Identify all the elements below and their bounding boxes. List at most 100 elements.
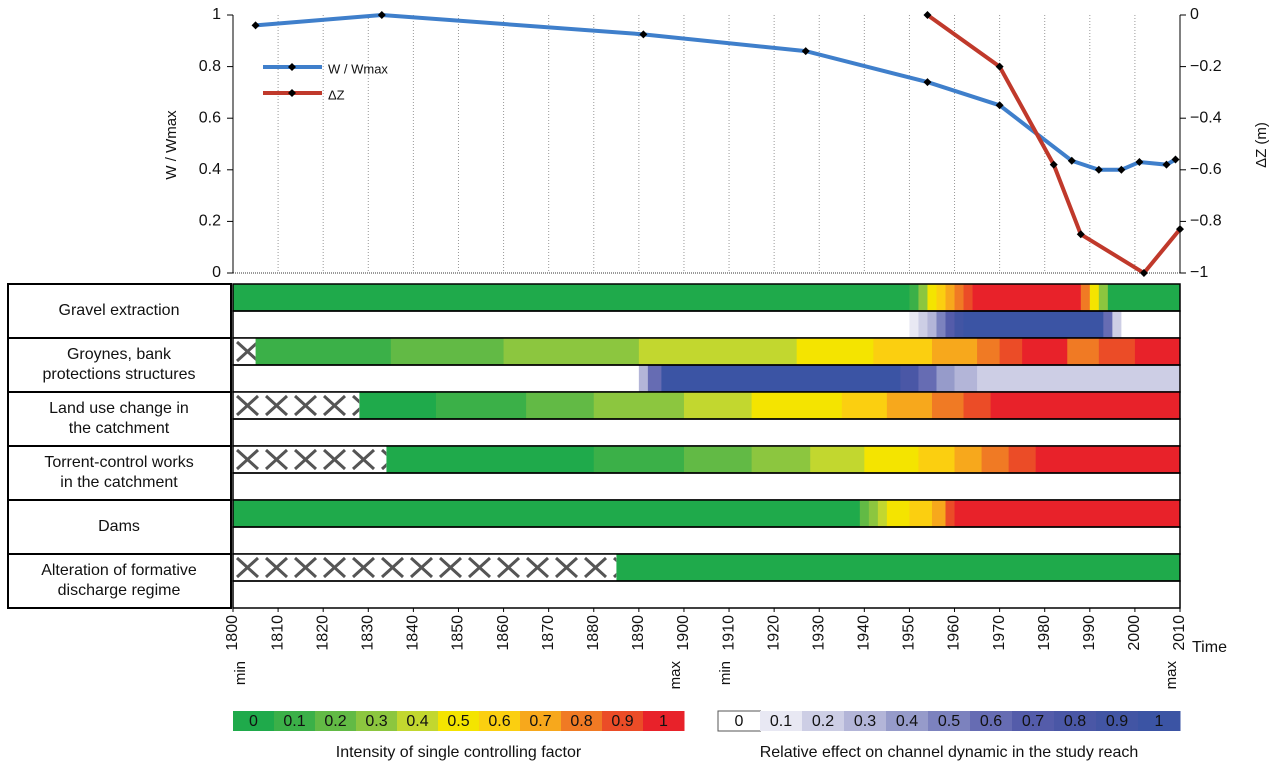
factor-label: Torrent-control works — [44, 454, 193, 471]
strip-segment — [751, 392, 843, 419]
legend-label: ΔZ — [328, 87, 345, 102]
scale-label: 0.8 — [1064, 713, 1086, 730]
strip-segment — [877, 500, 888, 527]
data-point — [1162, 160, 1171, 169]
strip-segment — [233, 419, 1181, 446]
scale-cell — [1054, 711, 1097, 731]
strip-segment — [864, 446, 919, 473]
strip-segment — [931, 338, 978, 365]
scale-label: 0.6 — [980, 713, 1002, 730]
data-point — [1094, 165, 1103, 174]
scale-cell — [233, 711, 275, 731]
strip-segment — [1035, 446, 1181, 473]
scale-cell — [520, 711, 562, 731]
data-point — [251, 21, 260, 30]
strip-frame — [232, 580, 1181, 609]
strip-segment — [593, 392, 685, 419]
x-tick-label: 1990 — [1081, 615, 1098, 651]
x-tick-label: 1900 — [675, 615, 692, 651]
strip-segment — [977, 365, 1181, 392]
strip-segment — [647, 365, 662, 392]
strip-segment — [977, 338, 1001, 365]
data-point — [923, 11, 932, 19]
scale-cell — [928, 711, 971, 731]
data-point — [1135, 158, 1144, 167]
strip-segment — [390, 338, 505, 365]
strip-segment — [751, 446, 811, 473]
strip-segment — [963, 311, 1104, 338]
series-line — [255, 12, 1177, 172]
factor-label: protections structures — [43, 366, 196, 383]
factor-label: Dams — [98, 518, 140, 535]
strip-segment — [1112, 311, 1122, 338]
x-tick-label: 1880 — [585, 615, 602, 651]
x-tick-label: 1830 — [360, 615, 377, 651]
scale-min: min — [232, 661, 249, 685]
scale-max: max — [1163, 661, 1180, 690]
strip-segment — [927, 284, 937, 311]
strip-segment — [873, 338, 933, 365]
data-point — [1171, 155, 1180, 164]
scale-cell — [438, 711, 480, 731]
scale-label: 0.2 — [812, 713, 834, 730]
strip-segment — [931, 392, 965, 419]
data-point — [1076, 230, 1085, 239]
scale-cell — [479, 711, 521, 731]
factor-label: Alteration of formative — [41, 562, 197, 579]
strip-segment — [593, 446, 685, 473]
strip-segment — [936, 311, 947, 338]
strip-segment — [810, 446, 865, 473]
strip-segment — [999, 338, 1023, 365]
absent-hatch-x — [233, 392, 360, 419]
strip-segment — [900, 365, 919, 392]
factor-label: Groynes, bank — [67, 346, 172, 363]
label-box — [7, 499, 232, 555]
scale-label: 0.3 — [854, 713, 876, 730]
strip-segment — [233, 284, 910, 311]
strip-segment — [945, 311, 956, 338]
scale-cell — [1096, 711, 1139, 731]
y2-tick-label: −0.6 — [1190, 161, 1222, 178]
scale-label: 0.7 — [1022, 713, 1044, 730]
strip-segment — [918, 311, 928, 338]
strip-segment — [918, 284, 928, 311]
strip-segment — [936, 284, 947, 311]
label-box — [7, 283, 232, 339]
strip-segment — [868, 500, 879, 527]
strip-segment — [936, 365, 956, 392]
scale-label: 0 — [249, 713, 258, 730]
scale-label: 0 — [735, 713, 744, 730]
strip-segment — [931, 500, 947, 527]
x-tick-label: 1930 — [810, 615, 827, 651]
strip-segment — [1089, 284, 1100, 311]
y-tick-label: 0.8 — [199, 58, 221, 75]
strip-segment — [233, 527, 1181, 554]
strip-segment — [886, 500, 910, 527]
y-axis-label: W / Wmax — [163, 110, 180, 180]
x-tick-label: 1960 — [946, 615, 963, 651]
scale-cell — [1012, 711, 1055, 731]
scale-label: 0.5 — [447, 713, 469, 730]
scale-cell — [397, 711, 439, 731]
strip-segment — [1022, 338, 1068, 365]
y2-tick-label: 0 — [1190, 6, 1199, 23]
scale-cell — [602, 711, 644, 731]
scale-max: max — [667, 661, 684, 690]
strip-segment — [661, 365, 901, 392]
strip-segment — [796, 338, 874, 365]
strip-segment — [972, 284, 1082, 311]
strip-segment — [435, 392, 527, 419]
y2-axis-label: ΔZ (m) — [1253, 122, 1270, 168]
strip-segment — [1107, 284, 1181, 311]
strip-segment — [1008, 446, 1037, 473]
scale-label: 0.3 — [365, 713, 387, 730]
strip-segment — [1080, 284, 1091, 311]
scale-title: Intensity of single controlling factor — [336, 744, 582, 761]
strip-segment — [233, 581, 1181, 608]
data-point — [923, 78, 932, 87]
scale-cell — [802, 711, 845, 731]
factor-label: discharge regime — [58, 582, 181, 599]
data-point — [1117, 165, 1126, 174]
x-tick-label: 1890 — [630, 615, 647, 651]
x-tick-label: 1950 — [901, 615, 918, 651]
